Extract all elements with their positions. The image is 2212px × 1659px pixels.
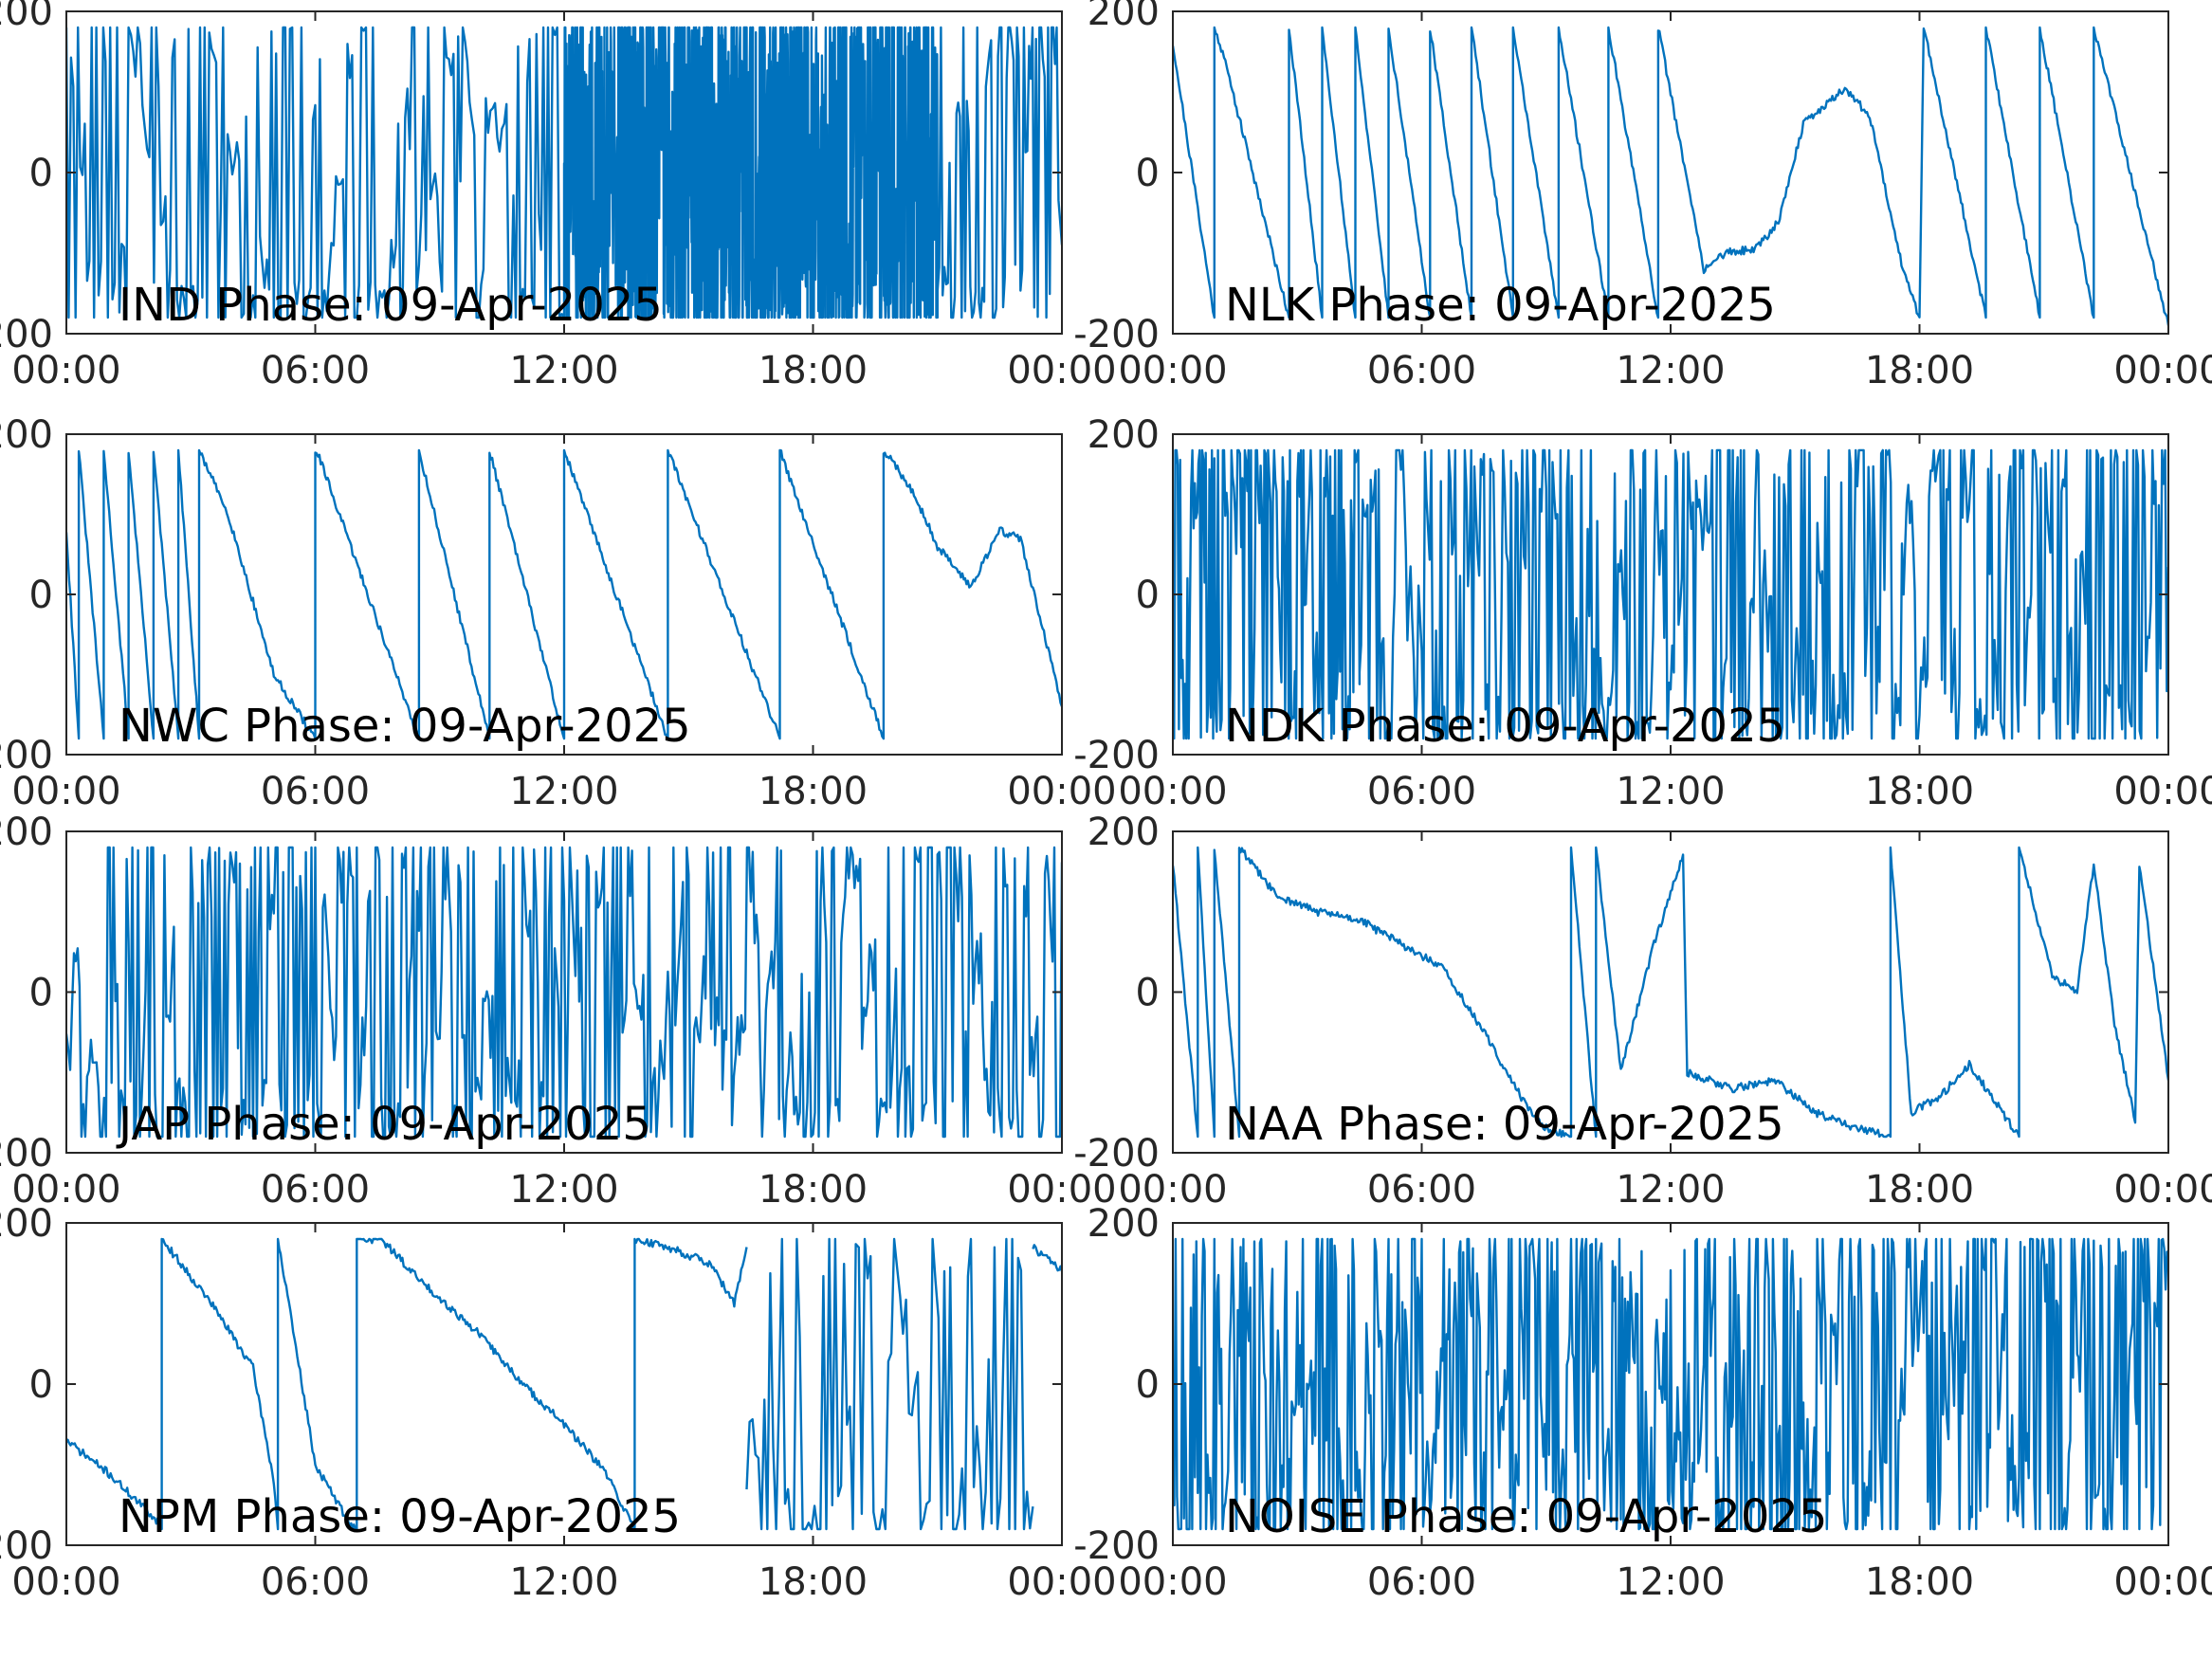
y-tick-label: 200 — [0, 413, 53, 457]
phase-trace-2 — [1032, 1244, 1062, 1272]
panel-title: NWC Phase: 09-Apr-2025 — [119, 700, 691, 753]
y-tick-label: 200 — [0, 0, 53, 34]
x-tick-label: 00:00 — [1118, 349, 1227, 392]
y-tick-label: -200 — [1073, 1524, 1160, 1568]
x-tick-label: 12:00 — [509, 770, 618, 813]
x-tick-label: 00:00 — [2113, 1168, 2212, 1212]
x-tick-label: 18:00 — [1865, 770, 1974, 813]
x-tick-label: 18:00 — [759, 349, 868, 392]
y-tick-label: -200 — [0, 1524, 53, 1568]
x-tick-label: 06:00 — [1367, 349, 1476, 392]
x-tick-label: 06:00 — [261, 1168, 370, 1212]
y-tick-label: -200 — [1073, 313, 1160, 356]
y-tick-label: -200 — [1073, 1132, 1160, 1176]
y-tick-label: 0 — [1136, 1363, 1160, 1407]
y-tick-label: 200 — [1088, 413, 1160, 457]
x-tick-label: 06:00 — [261, 770, 370, 813]
x-tick-label: 06:00 — [1367, 1560, 1476, 1604]
x-tick-label: 18:00 — [759, 770, 868, 813]
phase-trace-0 — [66, 846, 1062, 1139]
x-tick-label: 12:00 — [1616, 770, 1725, 813]
x-tick-label: 12:00 — [509, 1560, 618, 1604]
panel-title: NPM Phase: 09-Apr-2025 — [119, 1490, 681, 1543]
x-tick-label: 00:00 — [1118, 1560, 1227, 1604]
x-tick-label: 06:00 — [1367, 770, 1476, 813]
x-tick-label: 00:00 — [11, 1168, 120, 1212]
y-tick-label: 200 — [1088, 811, 1160, 854]
x-tick-label: 18:00 — [759, 1560, 868, 1604]
y-tick-label: 0 — [1136, 152, 1160, 195]
phase-trace-0 — [66, 448, 1062, 740]
x-tick-label: 12:00 — [1616, 349, 1725, 392]
x-tick-label: 00:00 — [11, 349, 120, 392]
phase-trace-0 — [1173, 448, 2168, 740]
x-tick-label: 12:00 — [1616, 1168, 1725, 1212]
y-tick-label: 0 — [29, 972, 53, 1015]
y-tick-label: -200 — [0, 734, 53, 777]
x-tick-label: 12:00 — [509, 349, 618, 392]
x-tick-label: 12:00 — [1616, 1560, 1725, 1604]
y-tick-label: 200 — [0, 811, 53, 854]
x-tick-label: 12:00 — [509, 1168, 618, 1212]
phase-trace-0 — [1173, 26, 2168, 326]
panel-title: JAP Phase: 09-Apr-2025 — [116, 1098, 651, 1151]
y-tick-label: -200 — [0, 1132, 53, 1176]
phase-trace-0 — [66, 1237, 748, 1531]
panel-title: IND Phase: 09-Apr-2025 — [119, 279, 663, 332]
x-tick-label: 06:00 — [1367, 1168, 1476, 1212]
x-tick-label: 18:00 — [759, 1168, 868, 1212]
y-tick-label: 0 — [29, 152, 53, 195]
x-tick-label: 18:00 — [1865, 1168, 1974, 1212]
x-tick-label: 00:00 — [2113, 1560, 2212, 1604]
x-tick-label: 18:00 — [1865, 349, 1974, 392]
x-tick-label: 00:00 — [11, 770, 120, 813]
y-tick-label: 200 — [1088, 0, 1160, 34]
y-tick-label: 0 — [1136, 972, 1160, 1015]
phase-trace-0 — [66, 26, 1062, 319]
x-tick-label: 00:00 — [1007, 770, 1116, 813]
y-tick-label: 0 — [29, 574, 53, 617]
x-tick-label: 00:00 — [1007, 1560, 1116, 1604]
panel-title: NAA Phase: 09-Apr-2025 — [1225, 1098, 1784, 1151]
x-tick-label: 00:00 — [2113, 349, 2212, 392]
y-tick-label: 200 — [0, 1202, 53, 1246]
x-tick-label: 00:00 — [11, 1560, 120, 1604]
y-tick-label: -200 — [1073, 734, 1160, 777]
x-tick-label: 00:00 — [2113, 770, 2212, 813]
y-tick-label: 200 — [1088, 1202, 1160, 1246]
x-tick-label: 06:00 — [261, 1560, 370, 1604]
x-tick-label: 18:00 — [1865, 1560, 1974, 1604]
phase-trace-1 — [745, 1237, 1034, 1531]
y-tick-label: 0 — [29, 1363, 53, 1407]
x-tick-label: 00:00 — [1118, 1168, 1227, 1212]
axes-box — [65, 1222, 1063, 1546]
x-tick-label: 00:00 — [1007, 349, 1116, 392]
x-tick-label: 06:00 — [261, 349, 370, 392]
panel-title: NDK Phase: 09-Apr-2025 — [1225, 700, 1785, 753]
y-tick-label: -200 — [0, 313, 53, 356]
phase-trace-0 — [1173, 1237, 2168, 1531]
panel-title: NOISE Phase: 09-Apr-2025 — [1225, 1490, 1827, 1543]
phase-trace-0 — [1173, 846, 2168, 1139]
panel-title: NLK Phase: 09-Apr-2025 — [1225, 279, 1776, 332]
x-tick-label: 00:00 — [1118, 770, 1227, 813]
y-tick-label: 0 — [1136, 574, 1160, 617]
x-tick-label: 00:00 — [1007, 1168, 1116, 1212]
